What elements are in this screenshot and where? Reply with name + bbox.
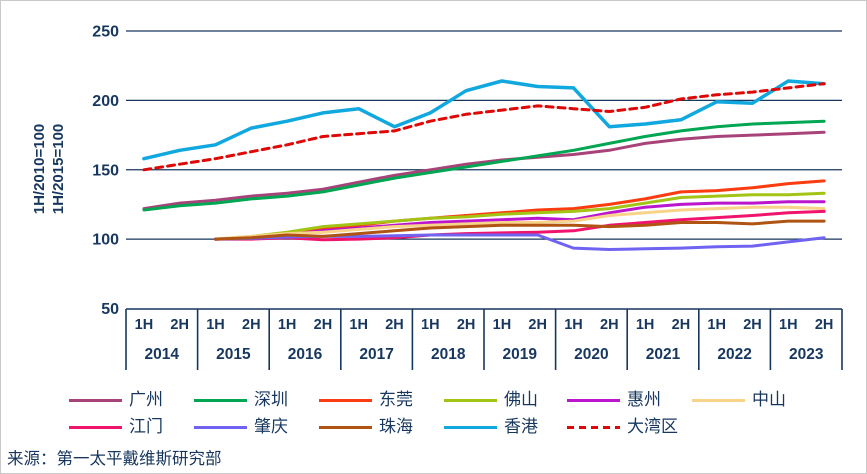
legend-item-huizhou: 惠州 — [567, 391, 661, 409]
legend-swatch-zhuhai — [319, 425, 372, 429]
legend-swatch-guangzhou — [69, 398, 122, 402]
half-year-label: 2H — [242, 317, 261, 333]
series-lines — [142, 79, 826, 251]
legend-swatch-foshan — [444, 398, 497, 402]
legend-swatch-zhongshan — [692, 398, 745, 402]
half-year-label: 2H — [743, 317, 762, 333]
legend-swatch-jiangmen — [69, 425, 122, 429]
legend-label-guangzhou: 广州 — [129, 390, 163, 409]
legend-item-zhaoqing: 肇庆 — [194, 418, 288, 436]
half-year-label: 1H — [636, 317, 655, 333]
legend-label-zhuhai: 珠海 — [379, 417, 413, 436]
legend-swatch-zhaoqing — [194, 425, 247, 429]
half-year-label: 2H — [600, 317, 619, 333]
half-year-label: 2H — [314, 317, 333, 333]
half-year-label: 1H — [493, 317, 512, 333]
legend-label-greater-bay-area: 大湾区 — [627, 417, 678, 436]
legend-swatch-huizhou — [567, 398, 620, 402]
y-axis-title: 1H/2010=100 1H/2015=100 — [31, 124, 67, 215]
half-year-label: 1H — [564, 317, 583, 333]
series-line-guangzhou — [142, 130, 826, 211]
legend-swatch-dongguan — [319, 398, 372, 402]
legend-item-dongguan: 东莞 — [319, 391, 413, 409]
legend-label-foshan: 佛山 — [504, 390, 538, 409]
y-axis-tick-labels: 250 200 150 100 50 — [92, 24, 119, 319]
y-tick-label: 100 — [92, 232, 119, 249]
series-line-zhuhai — [214, 219, 826, 241]
y-tick-label: 200 — [92, 93, 119, 110]
year-label: 2022 — [717, 346, 751, 363]
series-line-hong-kong — [142, 79, 826, 161]
legend-swatch-shenzhen — [194, 398, 247, 402]
year-label: 2018 — [431, 346, 466, 363]
x-axis-frame — [125, 308, 843, 370]
year-label: 2020 — [574, 346, 608, 363]
y-tick-label: 250 — [92, 24, 119, 41]
half-year-label: 1H — [206, 317, 225, 333]
half-year-label: 1H — [278, 317, 297, 333]
legend-label-huizhou: 惠州 — [627, 390, 661, 409]
half-year-label: 1H — [779, 317, 798, 333]
year-label: 2023 — [789, 346, 824, 363]
year-label: 2015 — [216, 346, 251, 363]
x-axis-labels: 1H 2H 2014 1H 2H 2015 1H 2H 2016 1H 2H 2017 1H 2H 2018… — [135, 317, 834, 363]
year-label: 2016 — [288, 346, 323, 363]
legend-label-zhongshan: 中山 — [752, 390, 786, 409]
year-label: 2014 — [145, 346, 180, 363]
half-year-label: 1H — [421, 317, 440, 333]
source-note: 来源：第一太平戴维斯研究部 — [7, 450, 222, 468]
legend-label-dongguan: 东莞 — [379, 390, 413, 409]
half-year-label: 2H — [170, 317, 189, 333]
legend-item-guangzhou: 广州 — [69, 391, 163, 409]
legend-item-zhuhai: 珠海 — [319, 418, 413, 436]
half-year-label: 2H — [385, 317, 404, 333]
legend-item-zhongshan: 中山 — [692, 391, 786, 409]
chart-legend: 广州 深圳 东莞 佛山 惠州 中山江门 肇庆 珠海 香港 大湾区 — [1, 1, 866, 436]
half-year-label: 2H — [528, 317, 547, 333]
series-line-greater-bay-area — [142, 82, 826, 172]
legend-item-shenzhen: 深圳 — [194, 391, 288, 409]
y-tick-label: 50 — [101, 301, 119, 318]
half-year-label: 1H — [349, 317, 368, 333]
half-year-label: 2H — [672, 317, 691, 333]
series-line-zhongshan — [214, 205, 826, 241]
half-year-label: 1H — [135, 317, 154, 333]
year-label: 2021 — [646, 346, 681, 363]
legend-label-zhaoqing: 肇庆 — [254, 417, 288, 436]
legend-swatch-hong-kong — [444, 425, 497, 429]
legend-item-foshan: 佛山 — [444, 391, 538, 409]
legend-label-hong-kong: 香港 — [504, 417, 538, 436]
legend-item-greater-bay-area: 大湾区 — [567, 418, 678, 436]
series-line-shenzhen — [142, 119, 826, 212]
y-tick-label: 150 — [92, 162, 119, 179]
half-year-label: 2H — [815, 317, 834, 333]
legend-label-shenzhen: 深圳 — [254, 390, 288, 409]
half-year-label: 2H — [457, 317, 476, 333]
series-line-jiangmen — [214, 209, 826, 242]
legend-swatch-greater-bay-area — [567, 425, 620, 429]
half-year-label: 1H — [707, 317, 726, 333]
year-label: 2017 — [359, 346, 393, 363]
series-line-foshan — [214, 191, 826, 241]
legend-item-jiangmen: 江门 — [69, 418, 163, 436]
y-axis-title-line: 1H/2010=100 — [31, 124, 48, 215]
y-axis-title-line: 1H/2015=100 — [50, 124, 67, 215]
legend-item-hong-kong: 香港 — [444, 418, 538, 436]
year-label: 2019 — [503, 346, 538, 363]
price-index-line-chart: 250 200 150 100 50 1H/2010=100 1H/2015=100 1H 2H… — [31, 24, 843, 370]
legend-label-jiangmen: 江门 — [129, 417, 163, 436]
